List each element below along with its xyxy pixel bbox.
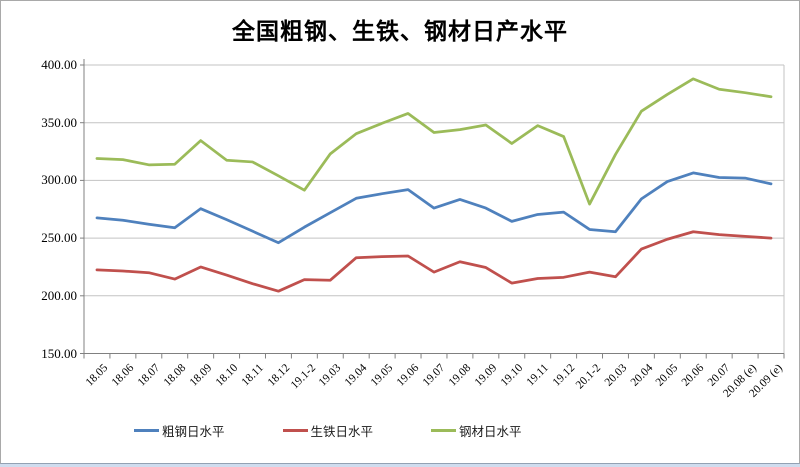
series-line-pig-iron: [95, 230, 773, 293]
legend-label: 粗钢日水平: [162, 425, 225, 439]
legend-label: 钢材日水平: [459, 425, 522, 439]
y-axis-tick-label: 200.00: [41, 287, 77, 303]
y-axis-tick-label: 300.00: [41, 172, 77, 188]
series-line-crude-steel: [95, 171, 773, 245]
y-axis-tick-label: 150.00: [41, 345, 77, 361]
legend-swatch-pig-iron: [282, 429, 308, 432]
legend-swatch-crude-steel: [134, 429, 159, 432]
legend-label: 生铁日水平: [310, 425, 374, 439]
legend: 粗钢日水平 生铁日水平 钢材日水平: [134, 421, 522, 440]
legend-item-crude-steel: 粗钢日水平: [134, 421, 225, 440]
y-axis-tick-label: 400.00: [41, 57, 77, 72]
legend-item-steel-products: 钢材日水平: [431, 421, 522, 440]
legend-item-pig-iron: 生铁日水平: [282, 421, 374, 440]
window-bottom-edge: [0, 464, 800, 467]
y-axis-tick-label: 350.00: [41, 114, 77, 130]
series-line-steel-products: [95, 77, 773, 206]
legend-swatch-steel-products: [431, 429, 457, 432]
chart-title: 全国粗钢、生铁、钢材日产水平: [232, 18, 568, 44]
y-axis-tick-label: 250.00: [41, 230, 77, 246]
